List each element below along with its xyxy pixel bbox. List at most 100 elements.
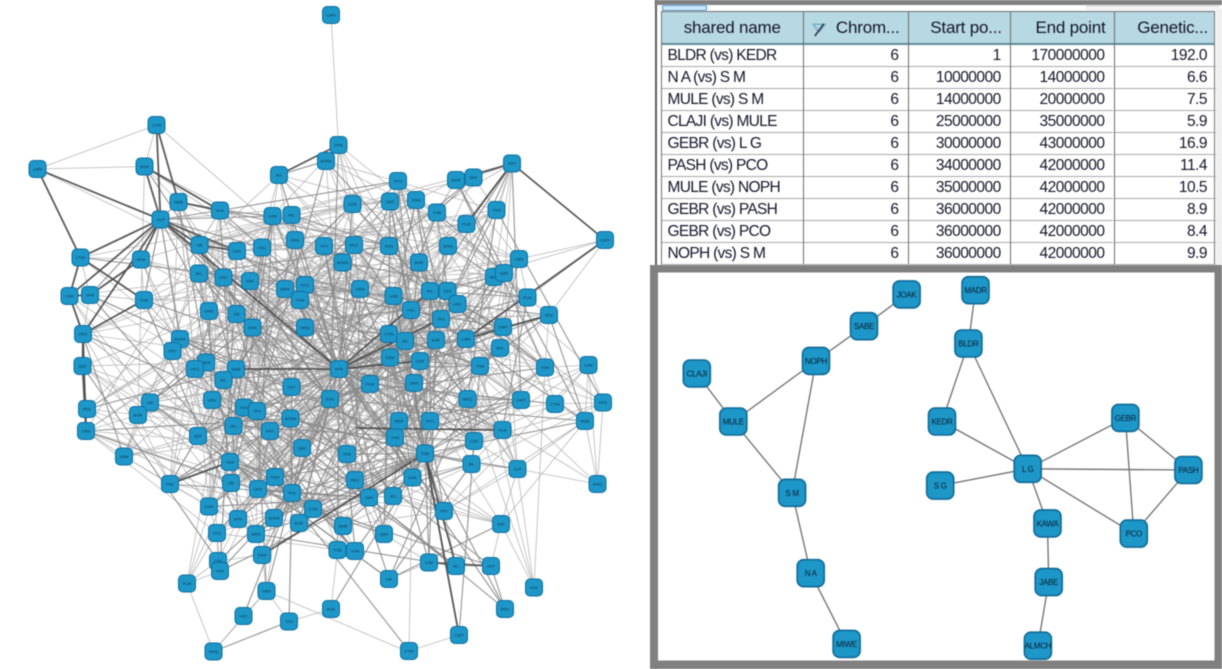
svg-text:WSQ: WSQ (593, 482, 603, 487)
svg-text:CTIN: CTIN (308, 507, 317, 512)
svg-text:YHN: YHN (541, 365, 550, 370)
svg-text:CTIN: CTIN (404, 649, 413, 654)
svg-text:NOPH: NOPH (805, 357, 827, 366)
svg-text:OLP: OLP (513, 467, 521, 472)
svg-text:NMB: NMB (339, 524, 348, 529)
svg-text:CTIN: CTIN (550, 402, 559, 407)
svg-text:TFX: TFX (437, 317, 445, 322)
svg-text:TFX: TFX (285, 619, 293, 624)
svg-text:BGR: BGR (432, 338, 441, 343)
svg-text:YHN: YHN (351, 549, 360, 554)
svg-text:JKL: JKL (390, 494, 398, 499)
svg-text:HYU: HYU (394, 179, 403, 184)
svg-text:WER: WER (394, 419, 403, 424)
svg-text:UJM: UJM (389, 294, 397, 299)
svg-text:TGB: TGB (433, 210, 442, 215)
svg-text:CAPI: CAPI (516, 398, 525, 403)
svg-text:QAZ: QAZ (78, 364, 87, 369)
svg-text:L G: L G (1022, 465, 1034, 474)
svg-text:YHN: YHN (391, 435, 400, 440)
svg-text:QAZ: QAZ (500, 271, 509, 276)
svg-text:VFR: VFR (335, 367, 343, 372)
svg-text:PLM: PLM (183, 581, 191, 586)
svg-text:HYU: HYU (213, 531, 222, 536)
svg-text:PLM: PLM (523, 295, 531, 300)
svg-text:KPN: KPN (334, 143, 342, 148)
svg-text:BGR: BGR (140, 164, 149, 169)
svg-text:SABE: SABE (854, 322, 874, 331)
svg-text:WSQ: WSQ (463, 397, 473, 402)
svg-text:LMN: LMN (82, 429, 91, 434)
svg-text:HYU: HYU (426, 419, 435, 424)
svg-text:PRT: PRT (169, 349, 177, 354)
svg-text:CTIN: CTIN (384, 332, 393, 337)
svg-text:JABE: JABE (1039, 578, 1058, 587)
svg-text:PLM: PLM (498, 428, 506, 433)
svg-text:NMB: NMB (581, 419, 590, 424)
svg-text:IKL: IKL (453, 564, 460, 569)
svg-text:YHN: YHN (296, 298, 305, 303)
svg-text:ESA: ESA (327, 607, 335, 612)
svg-text:SDF: SDF (496, 346, 505, 351)
svg-text:WER: WER (251, 532, 260, 537)
svg-text:JOAK: JOAK (897, 290, 918, 299)
svg-text:CDE: CDE (214, 559, 223, 564)
svg-text:CAPI: CAPI (204, 504, 213, 509)
svg-text:WER: WER (201, 360, 210, 365)
svg-text:RDZ: RDZ (83, 407, 92, 412)
svg-text:OKN: OKN (262, 589, 271, 594)
svg-text:IJB: IJB (147, 400, 153, 405)
svg-text:XSW: XSW (411, 198, 420, 203)
svg-text:PCO: PCO (1126, 530, 1143, 539)
svg-text:UHV: UHV (254, 487, 263, 492)
svg-text:YGC: YGC (258, 245, 267, 250)
svg-text:UHV: UHV (208, 398, 217, 403)
svg-text:S G: S G (934, 482, 947, 491)
svg-text:IJB: IJB (197, 243, 203, 248)
svg-text:IKL: IKL (288, 213, 295, 218)
svg-text:SDF: SDF (194, 434, 203, 439)
svg-text:SDF: SDF (470, 175, 479, 180)
svg-text:SDF: SDF (497, 522, 506, 527)
svg-text:CTIN: CTIN (152, 123, 161, 128)
svg-text:TGB: TGB (421, 451, 430, 456)
svg-text:AGRA: AGRA (174, 337, 186, 342)
svg-text:RDZ: RDZ (501, 607, 510, 612)
svg-text:ESA: ESA (408, 475, 416, 480)
svg-text:IKL: IKL (427, 289, 434, 294)
svg-text:YGC: YGC (166, 482, 175, 487)
svg-text:CDE: CDE (65, 294, 74, 299)
svg-text:SDF: SDF (246, 279, 255, 284)
svg-text:OLP: OLP (287, 385, 295, 390)
svg-text:UJM: UJM (425, 560, 433, 565)
svg-text:HYU: HYU (191, 367, 200, 372)
svg-text:PLM: PLM (366, 382, 374, 387)
svg-text:QAZ: QAZ (298, 446, 307, 451)
svg-text:WSQ: WSQ (443, 244, 453, 249)
svg-text:LMN: LMN (365, 495, 374, 500)
svg-text:TGB: TGB (476, 364, 485, 369)
svg-text:AGRA: AGRA (320, 159, 332, 164)
svg-text:KPN: KPN (599, 400, 607, 405)
svg-text:WER: WER (451, 178, 460, 183)
svg-text:MULE: MULE (723, 418, 744, 427)
svg-text:NMB: NMB (232, 367, 241, 372)
svg-text:QAZ: QAZ (386, 199, 395, 204)
svg-text:TFX: TFX (320, 244, 328, 249)
svg-text:ESA: ESA (248, 325, 256, 330)
svg-text:YGC: YGC (239, 614, 248, 619)
svg-text:OLP: OLP (443, 289, 451, 294)
svg-text:BGR: BGR (295, 521, 304, 526)
svg-text:GEBR: GEBR (1115, 414, 1137, 423)
svg-text:LMN: LMN (515, 257, 524, 262)
svg-text:JKL: JKL (230, 424, 238, 429)
svg-text:VFR: VFR (216, 208, 224, 213)
svg-text:S M: S M (785, 489, 799, 498)
svg-text:UJM: UJM (470, 439, 478, 444)
svg-text:MADR: MADR (964, 286, 987, 295)
svg-text:BGR: BGR (134, 413, 143, 418)
svg-text:CTIN: CTIN (76, 255, 85, 260)
svg-text:TFX: TFX (253, 409, 261, 414)
svg-text:CLAJI: CLAJI (687, 370, 707, 379)
svg-text:TFX: TFX (288, 491, 296, 496)
